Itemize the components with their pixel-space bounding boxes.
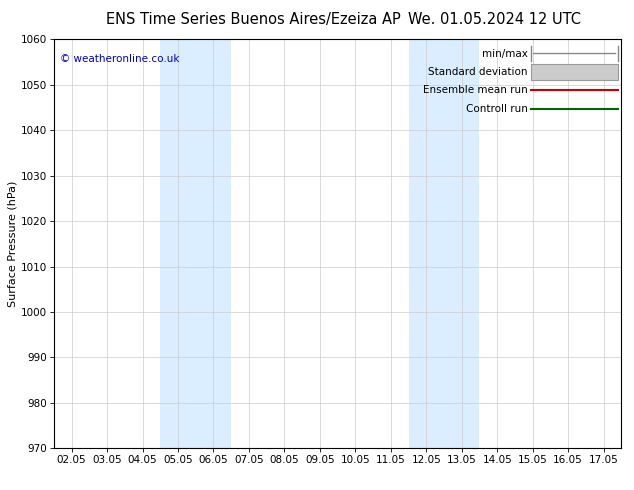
Y-axis label: Surface Pressure (hPa): Surface Pressure (hPa) <box>8 181 18 307</box>
Text: We. 01.05.2024 12 UTC: We. 01.05.2024 12 UTC <box>408 12 581 27</box>
Text: Controll run: Controll run <box>466 104 527 114</box>
Text: Ensemble mean run: Ensemble mean run <box>423 85 527 96</box>
FancyBboxPatch shape <box>531 64 619 80</box>
Bar <box>408 39 479 448</box>
Text: min/max: min/max <box>482 49 527 58</box>
Text: ENS Time Series Buenos Aires/Ezeiza AP: ENS Time Series Buenos Aires/Ezeiza AP <box>107 12 401 27</box>
Bar <box>160 39 231 448</box>
Text: © weatheronline.co.uk: © weatheronline.co.uk <box>60 53 179 64</box>
Text: Standard deviation: Standard deviation <box>428 67 527 77</box>
